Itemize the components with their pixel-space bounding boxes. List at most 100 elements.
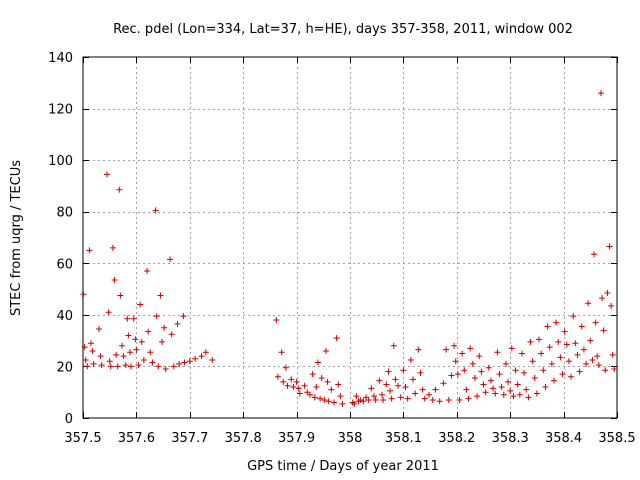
data-point (111, 277, 118, 284)
data-point (155, 363, 162, 370)
data-point (559, 371, 566, 378)
data-point (419, 386, 426, 393)
data-point (587, 337, 594, 344)
data-point (608, 302, 615, 309)
x-tick-label: 357.7 (171, 431, 208, 446)
data-point (407, 356, 414, 363)
data-point (383, 381, 390, 388)
data-point (445, 396, 452, 403)
data-point (376, 377, 383, 384)
x-tick-label: 357.6 (118, 431, 155, 446)
data-point (461, 367, 468, 374)
data-point (278, 349, 285, 356)
x-axis-ticks: 357.5 357.6 357.7 357.8 357.9 358 358.1 358.2 35… (64, 57, 636, 446)
data-point (589, 356, 596, 363)
data-point (116, 186, 123, 193)
data-point (523, 386, 530, 393)
data-point (538, 350, 545, 357)
data-point (137, 301, 144, 308)
data-point (133, 346, 140, 353)
data-point (604, 289, 611, 296)
data-point (397, 394, 404, 401)
data-point (88, 340, 95, 347)
data-point (106, 358, 113, 365)
data-point (149, 359, 156, 366)
data-point (463, 386, 470, 393)
data-point (521, 369, 528, 376)
data-point (531, 375, 538, 382)
data-point (494, 349, 501, 356)
data-point (365, 396, 372, 403)
data-point (525, 394, 532, 401)
data-point (290, 384, 297, 391)
data-point (548, 360, 555, 367)
data-point (162, 366, 169, 373)
data-point (527, 338, 534, 345)
data-point (153, 313, 160, 320)
data-point (314, 359, 321, 366)
data-point (597, 90, 604, 97)
data-point (443, 346, 450, 353)
data-point (540, 367, 547, 374)
data-point (84, 363, 91, 370)
data-point (82, 356, 89, 363)
data-point (606, 243, 613, 250)
data-point (81, 344, 88, 351)
data-point (324, 378, 331, 385)
data-point (467, 345, 474, 352)
data-point (452, 358, 459, 365)
x-tick-label: 358.5 (598, 431, 635, 446)
data-point (533, 390, 540, 397)
data-point (417, 369, 424, 376)
data-point (96, 326, 103, 333)
data-point (284, 382, 291, 389)
data-point (600, 327, 607, 334)
data-point (128, 363, 135, 370)
data-point (124, 315, 131, 322)
y-axis-label: STEC from uqrg / TECUs (9, 160, 24, 316)
data-point (145, 328, 152, 335)
data-point (563, 341, 570, 348)
data-point (140, 356, 147, 363)
data-point (555, 338, 562, 345)
data-point (609, 351, 616, 358)
data-point (321, 396, 328, 403)
y-axis-ticks: 0 20 40 60 80 100 120 140 (48, 51, 617, 427)
data-point (502, 360, 509, 367)
data-point (333, 335, 340, 342)
data-point (482, 389, 489, 396)
data-point (478, 368, 485, 375)
data-point (400, 367, 407, 374)
data-point (448, 372, 455, 379)
x-tick-label: 358 (338, 431, 363, 446)
data-point (144, 268, 151, 275)
data-point (161, 324, 168, 331)
data-point (611, 366, 618, 373)
data-point (410, 376, 417, 383)
data-point (390, 342, 397, 349)
x-tick-label: 358.4 (545, 431, 582, 446)
y-tick-label: 0 (65, 412, 73, 427)
data-point (436, 398, 443, 405)
data-point (568, 373, 575, 380)
data-point (565, 358, 572, 365)
data-point (544, 323, 551, 330)
y-tick-label: 20 (56, 360, 73, 375)
data-point (492, 390, 499, 397)
data-point (451, 342, 458, 349)
data-point (465, 395, 472, 402)
data-point (432, 386, 439, 393)
x-tick-label: 358.2 (438, 431, 475, 446)
data-point (510, 393, 517, 400)
data-point (120, 353, 127, 360)
x-tick-label: 357.8 (225, 431, 262, 446)
y-tick-label: 60 (56, 257, 73, 272)
data-point (209, 356, 216, 363)
data-point (542, 384, 549, 391)
data-point (426, 391, 433, 398)
y-tick-label: 120 (48, 103, 73, 118)
data-point (176, 360, 183, 367)
data-point (360, 398, 367, 405)
data-point (86, 247, 93, 254)
data-point (474, 393, 481, 400)
